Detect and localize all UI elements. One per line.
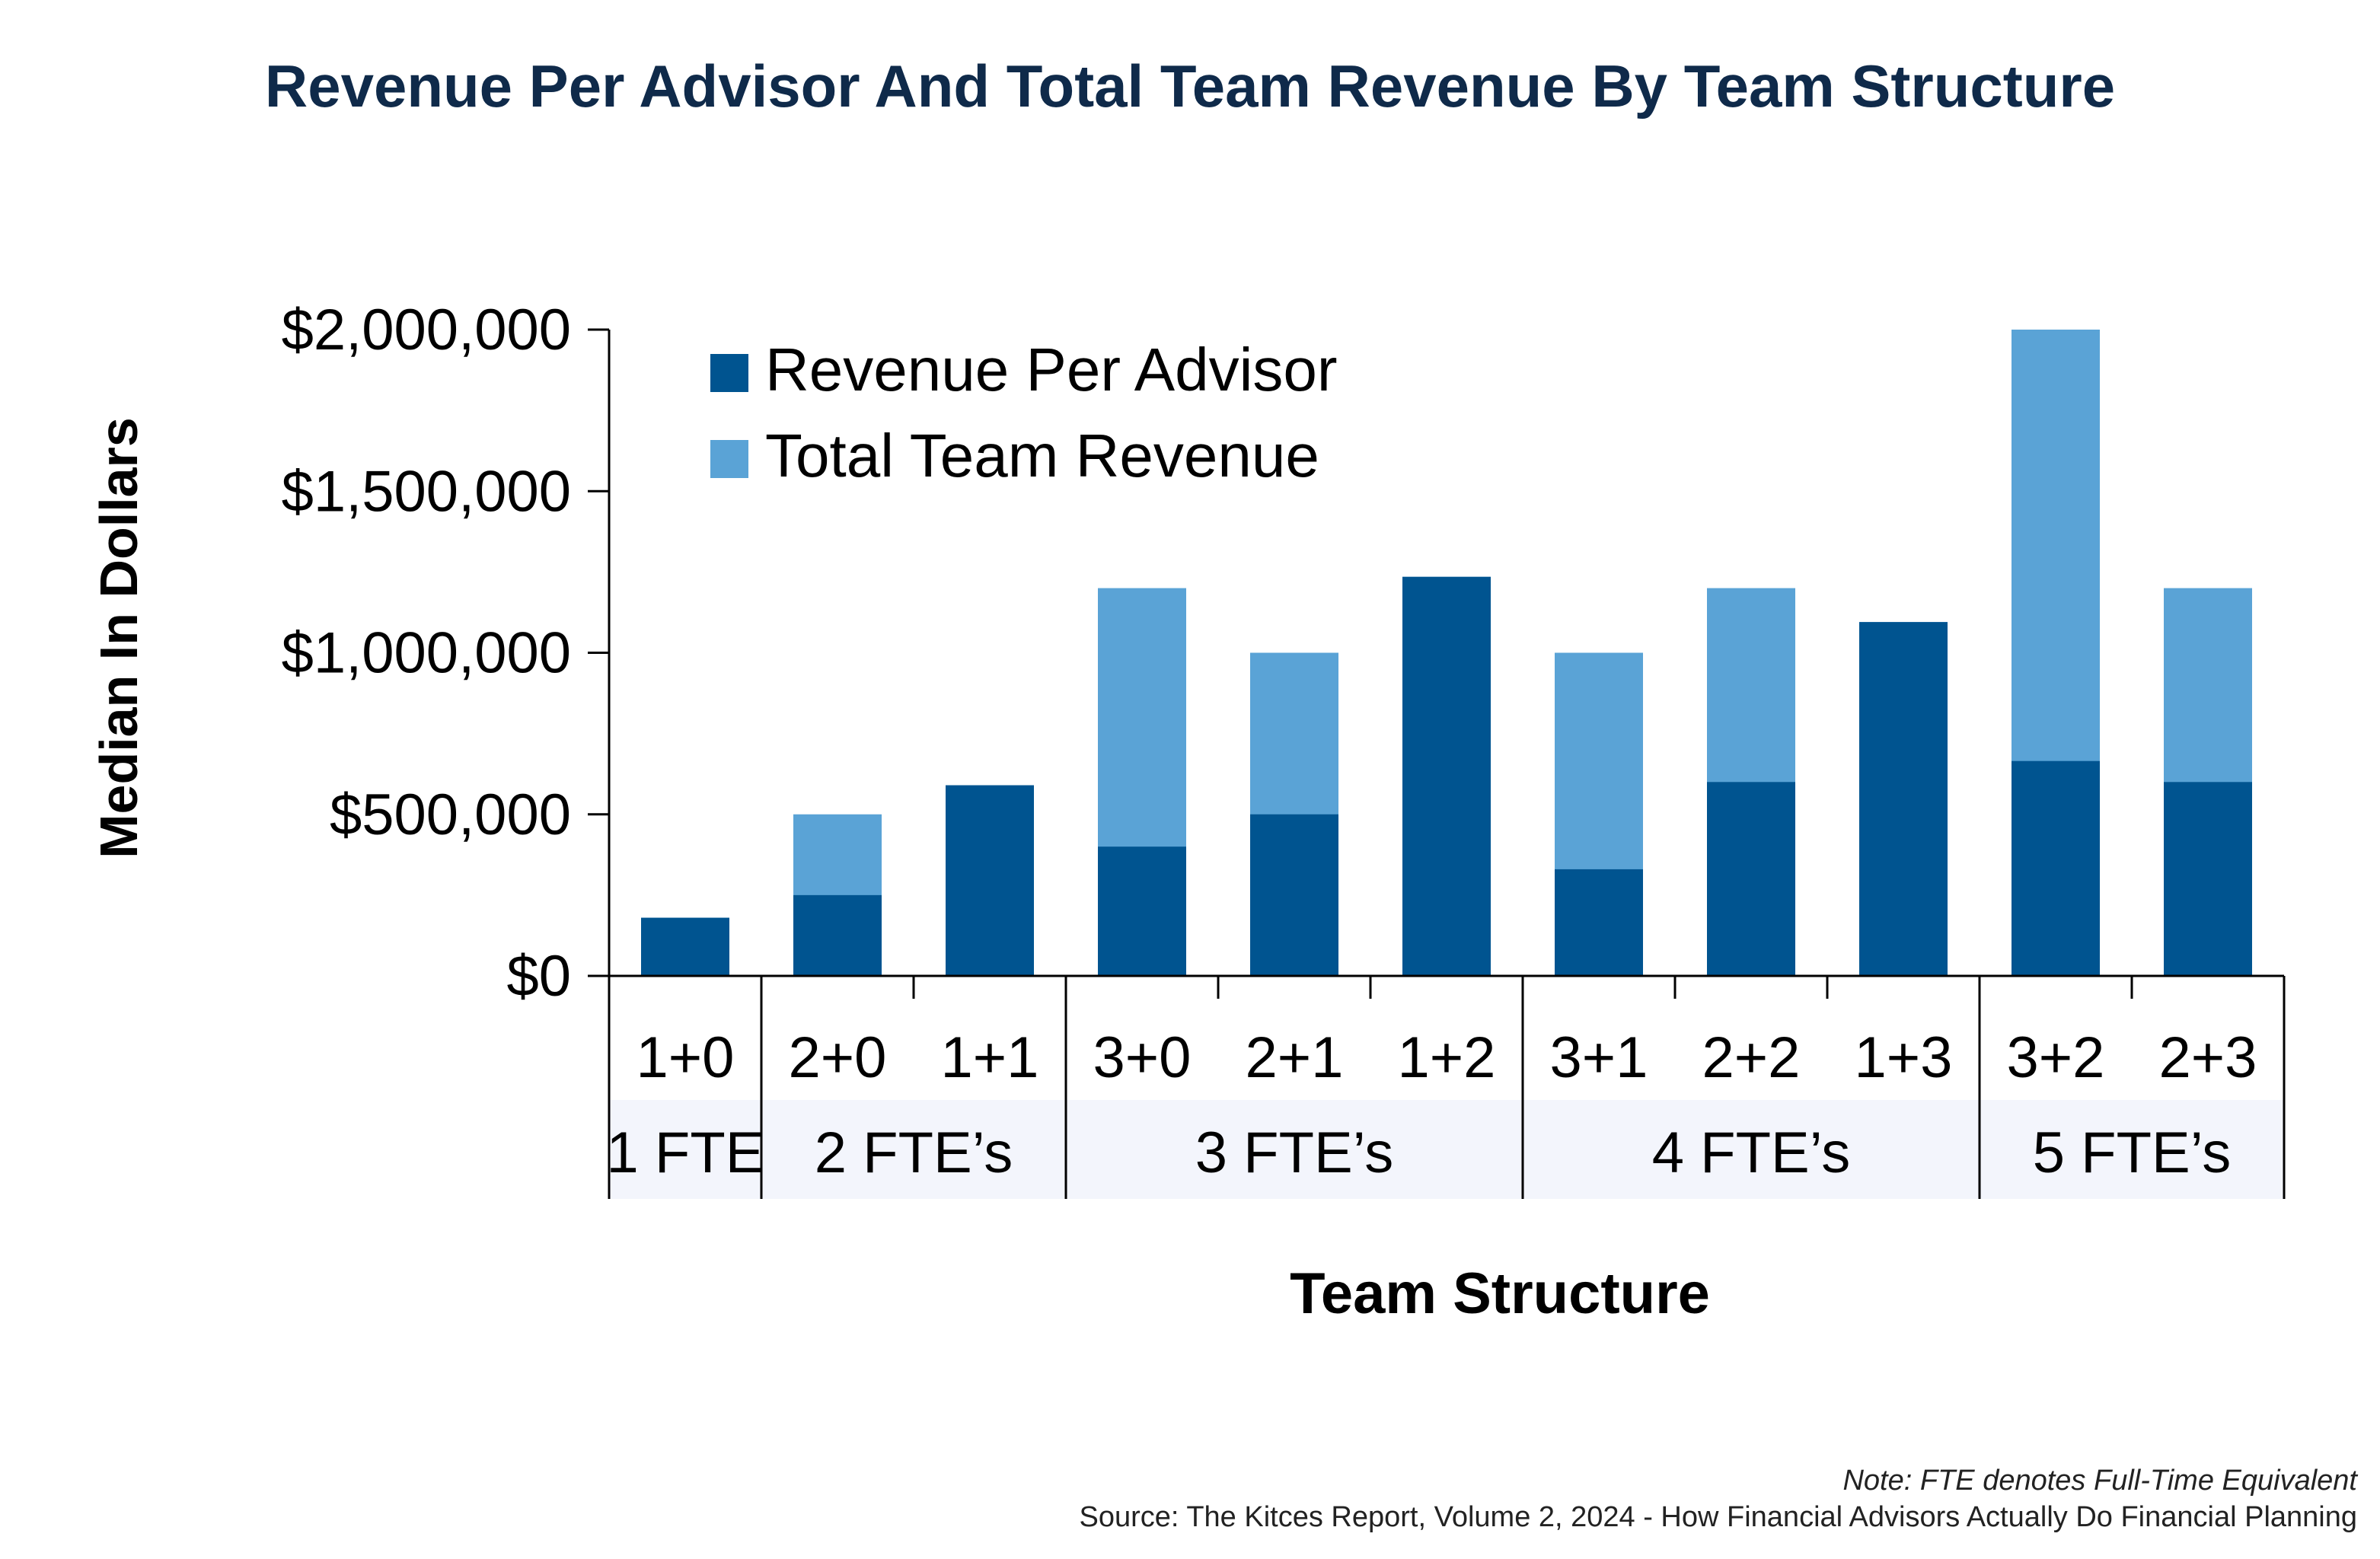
bar-revenue-per-advisor bbox=[1555, 869, 1643, 976]
bar-revenue-per-advisor bbox=[1859, 622, 1948, 976]
x-tick-label: 1+1 bbox=[941, 1025, 1039, 1090]
bar-revenue-per-advisor bbox=[2164, 782, 2252, 976]
bar-revenue-per-advisor bbox=[2012, 760, 2100, 976]
group-label-bands bbox=[609, 1100, 2284, 1199]
y-tick-label: $1,000,000 bbox=[282, 621, 571, 686]
x-tick-label: 2+2 bbox=[1702, 1025, 1801, 1090]
legend-label: Total Team Revenue bbox=[765, 422, 1319, 489]
x-tick-label: 3+1 bbox=[1550, 1025, 1648, 1090]
y-tick-label: $2,000,000 bbox=[282, 298, 571, 362]
x-tick-label: 1+0 bbox=[636, 1025, 735, 1090]
bar-revenue-per-advisor bbox=[1098, 846, 1186, 976]
legend-label: Revenue Per Advisor bbox=[765, 336, 1338, 403]
y-axis-title: Median In Dollars bbox=[89, 417, 148, 859]
legend: Revenue Per Advisor Total Team Revenue bbox=[710, 336, 1338, 489]
bar-revenue-per-advisor bbox=[1402, 576, 1491, 976]
bar-revenue-per-advisor bbox=[946, 785, 1034, 976]
legend-swatch bbox=[710, 354, 748, 392]
group-label: 5 FTE’s bbox=[2033, 1121, 2231, 1185]
x-axis-title: Team Structure bbox=[1290, 1261, 1710, 1326]
x-tick-label: 3+2 bbox=[2007, 1025, 2105, 1090]
x-tick-label: 2+1 bbox=[1246, 1025, 1344, 1090]
chart-title: Revenue Per Advisor And Total Team Reven… bbox=[264, 53, 2116, 120]
footnote: Note: FTE denotes Full-Time Equivalent bbox=[1842, 1465, 2357, 1497]
bars bbox=[641, 330, 2252, 976]
group-label: 4 FTE’s bbox=[1652, 1121, 1850, 1185]
y-tick-label: $0 bbox=[506, 944, 571, 1009]
group-label: 1 FTE bbox=[607, 1121, 764, 1185]
x-tick-label: 3+0 bbox=[1093, 1025, 1192, 1090]
bar-revenue-per-advisor bbox=[1250, 814, 1338, 976]
bar-revenue-per-advisor bbox=[1707, 782, 1795, 976]
group-band-background bbox=[609, 1100, 2284, 1199]
legend-swatch bbox=[710, 440, 748, 478]
x-tick-label: 2+0 bbox=[789, 1025, 887, 1090]
axes: $0 $500,000 $1,000,000 $1,500,000 $2,000,000… bbox=[282, 298, 2286, 1199]
x-tick-label: 2+3 bbox=[2159, 1025, 2257, 1090]
x-tick-label: 1+2 bbox=[1398, 1025, 1496, 1090]
bar-revenue-per-advisor bbox=[793, 894, 882, 976]
y-tick-label: $500,000 bbox=[330, 783, 571, 847]
y-tick-label: $1,500,000 bbox=[282, 459, 571, 524]
group-label: 3 FTE’s bbox=[1195, 1121, 1393, 1185]
x-tick-label: 1+3 bbox=[1855, 1025, 1953, 1090]
source-text: Source: The Kitces Report, Volume 2, 202… bbox=[1079, 1501, 2358, 1533]
bar-revenue-per-advisor bbox=[641, 917, 729, 976]
group-label: 2 FTE’s bbox=[815, 1121, 1013, 1185]
